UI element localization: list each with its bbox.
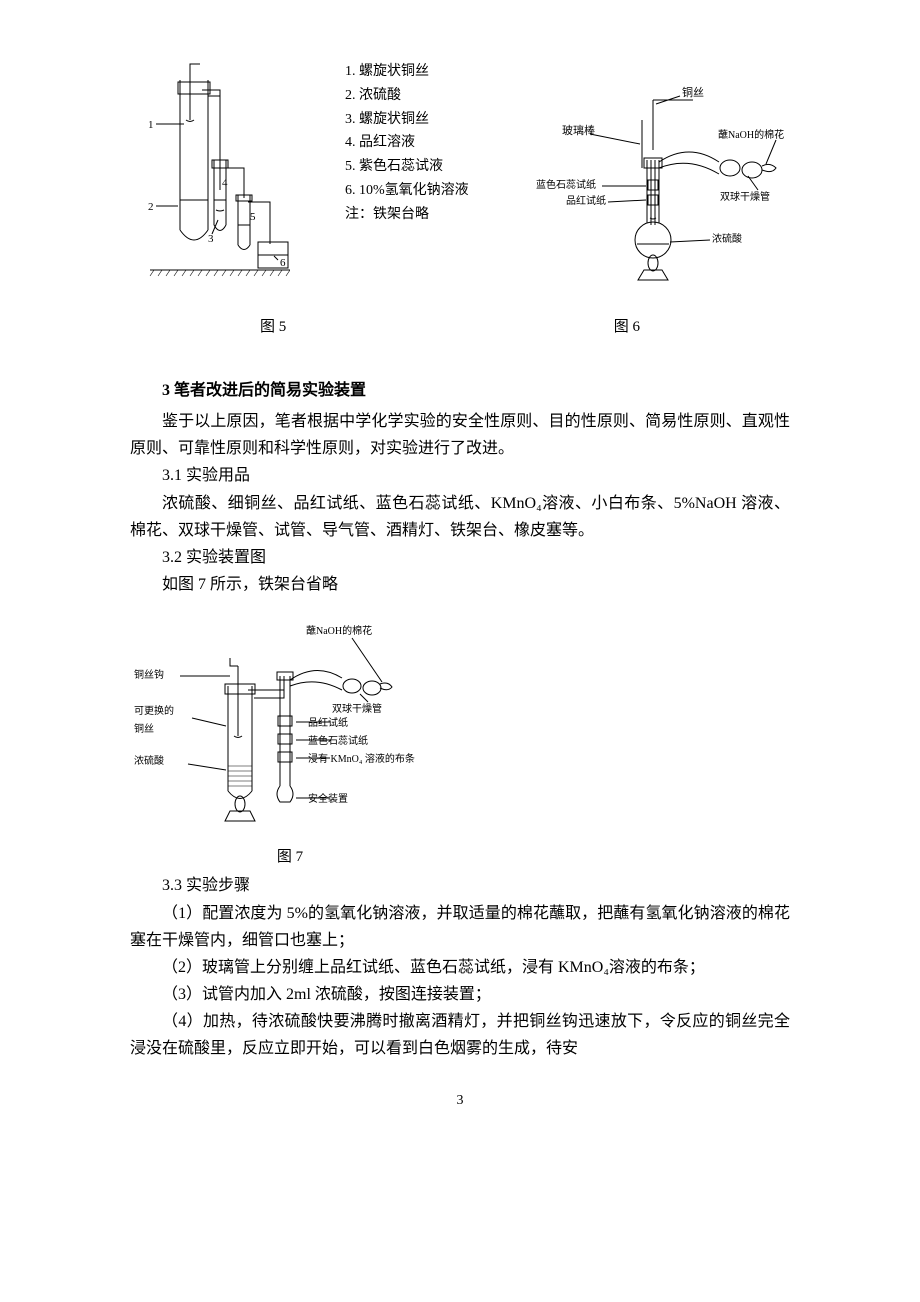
fig7-label-kmno4: 浸有 KMnO₄ 溶液的布条	[308, 752, 415, 765]
step-3: （3）试管内加入 2ml 浓硫酸，按图连接装置；	[130, 981, 790, 1008]
section-32-heading: 3.2 实验装置图	[130, 544, 790, 571]
page-number: 3	[130, 1093, 790, 1109]
fig5-legend-note: 注：铁架台略	[345, 203, 505, 227]
section-31-heading: 3.1 实验用品	[130, 462, 790, 489]
figure-7-apparatus: 铜丝钩 可更换的 铜丝 浓硫酸 蘸NaOH的棉花 双球干燥管 品红试纸 蓝色石蕊…	[130, 606, 450, 841]
figure-7-caption: 图 7	[130, 845, 450, 866]
fig6-label-litmus: 蓝色石蕊试纸	[536, 178, 596, 191]
fig7-label-repl1: 可更换的	[134, 704, 174, 717]
figure-5-legend: 1. 螺旋状铜丝 2. 浓硫酸 3. 螺旋状铜丝 4. 品红溶液 5. 紫色石蕊…	[345, 60, 505, 227]
fig5-num-2: 2	[148, 201, 154, 213]
fig7-label-pinhong: 品红试纸	[308, 716, 348, 729]
fig5-num-6: 6	[280, 257, 286, 269]
fig6-label-naoh: 蘸NaOH的棉花	[718, 128, 784, 141]
page: 1 2 3 4 5 6 1. 螺旋状铜丝 2. 浓硫酸 3. 螺旋状铜丝 4. …	[0, 0, 920, 1139]
figure-row-5-6: 1 2 3 4 5 6 1. 螺旋状铜丝 2. 浓硫酸 3. 螺旋状铜丝 4. …	[130, 60, 790, 305]
figure-6-caption: 图 6	[614, 315, 640, 336]
step-2: （2）玻璃管上分别缠上品红试纸、蓝色石蕊试纸，浸有 KMnO₄溶液的布条；	[130, 954, 790, 981]
fig7-label-safety: 安全装置	[308, 792, 348, 805]
figure-caption-row: 图 5 图 6	[130, 315, 790, 336]
fig5-legend-item: 6. 10%氢氧化钠溶液	[345, 179, 505, 203]
fig5-legend-item: 4. 品红溶液	[345, 131, 505, 155]
fig6-label-h2so4: 浓硫酸	[712, 232, 742, 245]
section-32-body: 如图 7 所示，铁架台省略	[130, 571, 790, 598]
fig5-legend-item: 2. 浓硫酸	[345, 84, 505, 108]
fig6-label-pinhong: 品红试纸	[566, 194, 606, 207]
fig6-label-glassrod: 玻璃棒	[562, 123, 595, 137]
section-3-intro: 鉴于以上原因，笔者根据中学化学实验的安全性原则、目的性原则、简易性原则、直观性原…	[130, 408, 790, 462]
section-3-heading: 3 笔者改进后的简易实验装置	[130, 376, 790, 400]
fig5-legend-item: 1. 螺旋状铜丝	[345, 60, 505, 84]
figure-5-caption: 图 5	[260, 315, 286, 336]
fig7-label-repl2: 铜丝	[134, 723, 154, 735]
fig5-num-1: 1	[148, 119, 154, 131]
section-33-heading: 3.3 实验步骤	[130, 872, 790, 899]
figure-5-apparatus: 1 2 3 4 5 6	[130, 60, 290, 285]
section-31-body: 浓硫酸、细铜丝、品红试纸、蓝色石蕊试纸、KMnO₄溶液、小白布条、5%NaOH …	[130, 490, 790, 544]
fig5-num-3: 3	[208, 233, 214, 245]
step-1: （1）配置浓度为 5%的氢氧化钠溶液，并取适量的棉花蘸取，把蘸有氢氧化钠溶液的棉…	[130, 900, 790, 954]
fig7-label-dry: 双球干燥管	[332, 702, 382, 715]
fig6-label-drytube: 双球干燥管	[720, 190, 770, 203]
step-4: （4）加热，待浓硫酸快要沸腾时撤离酒精灯，并把铜丝钩迅速放下，令反应的铜丝完全浸…	[130, 1008, 790, 1062]
fig5-legend-item: 3. 螺旋状铜丝	[345, 108, 505, 132]
fig7-label-h2so4: 浓硫酸	[134, 754, 164, 767]
fig5-legend-item: 5. 紫色石蕊试液	[345, 155, 505, 179]
fig6-label-copper: 铜丝	[682, 85, 704, 99]
fig5-num-5: 5	[250, 211, 256, 223]
fig5-num-4: 4	[222, 177, 228, 189]
fig7-label-litmus: 蓝色石蕊试纸	[308, 734, 368, 747]
fig7-label-cuhook: 铜丝钩	[134, 669, 164, 681]
figure-6-apparatus: 铜丝 玻璃棒 蘸NaOH的棉花 蓝色石蕊试纸 品红试纸 双球干燥管 浓硫酸	[530, 60, 790, 305]
fig7-label-naoh: 蘸NaOH的棉花	[306, 624, 372, 637]
